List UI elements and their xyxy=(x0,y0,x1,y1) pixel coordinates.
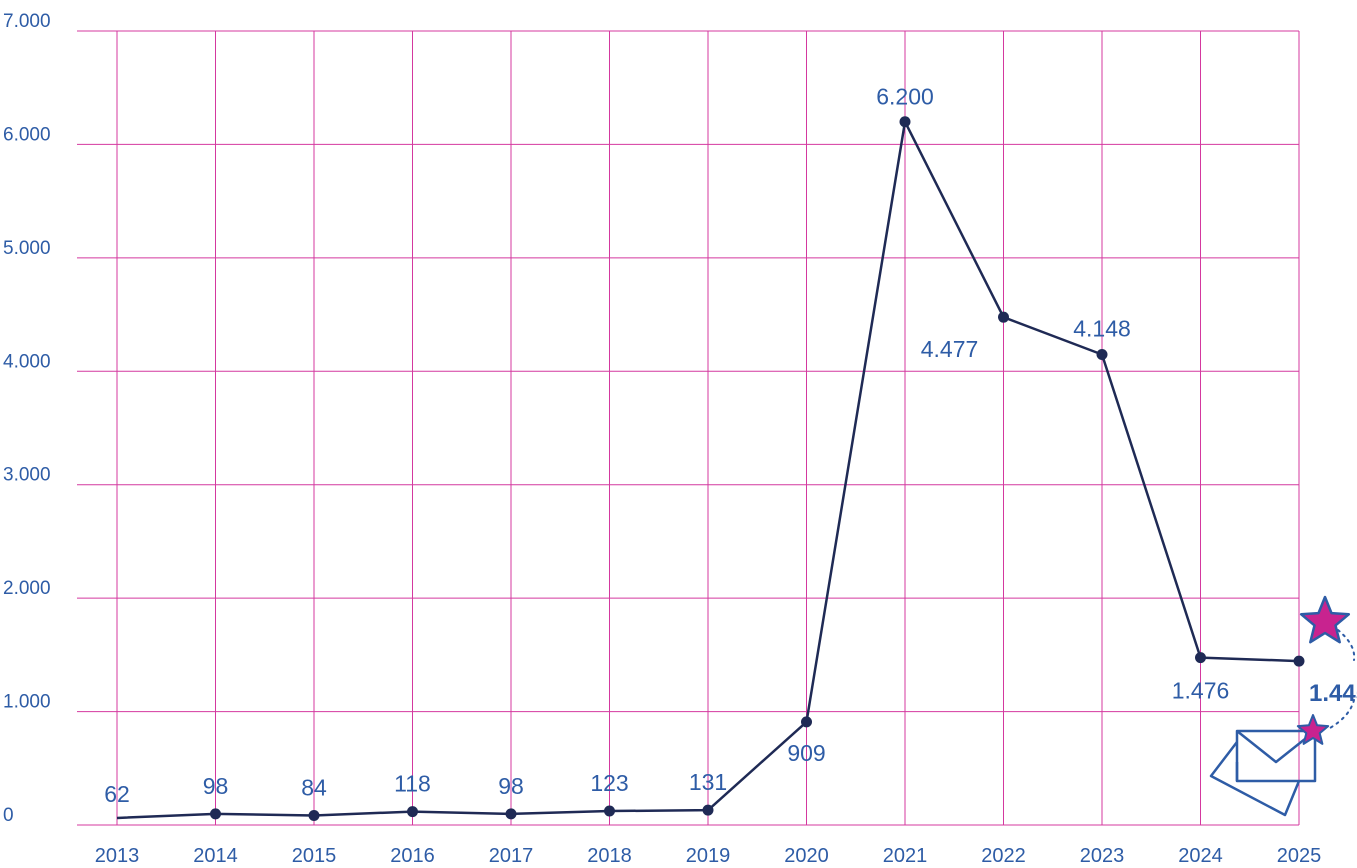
dotted-arc xyxy=(1337,629,1356,661)
y-axis-ticks: 0 1.000 2.000 3.000 4.000 5.000 6.000 7.000 xyxy=(3,11,51,826)
y-tick-label: 0 xyxy=(3,805,14,826)
x-tick-label: 2021 xyxy=(883,845,928,867)
x-tick-label: 2020 xyxy=(784,845,829,867)
data-point xyxy=(998,311,1009,323)
x-tick-label: 2013 xyxy=(95,845,140,867)
data-point xyxy=(308,809,320,821)
x-tick-label: 2024 xyxy=(1178,845,1223,867)
x-tick-label: 2014 xyxy=(193,845,238,867)
star-icon xyxy=(1299,595,1351,644)
data-label-highlight: 1.445 xyxy=(1309,680,1357,707)
data-points xyxy=(210,116,1305,821)
data-point xyxy=(604,805,615,817)
y-tick-label: 3.000 xyxy=(3,465,51,486)
data-label: 131 xyxy=(689,769,727,795)
x-tick-label: 2019 xyxy=(686,845,731,867)
data-point xyxy=(1195,652,1206,664)
x-tick-label: 2022 xyxy=(981,845,1026,867)
x-axis-ticks: 2013 2014 2015 2016 2017 2018 2019 2020 2021 2022… xyxy=(95,845,1322,867)
y-tick-label: 1.000 xyxy=(3,692,51,713)
data-label: 118 xyxy=(394,771,431,797)
data-label: 84 xyxy=(301,774,327,800)
data-label: 4.477 xyxy=(921,336,979,362)
data-point xyxy=(899,116,911,128)
decoration xyxy=(1209,595,1356,817)
data-point xyxy=(702,804,714,816)
y-tick-label: 4.000 xyxy=(3,351,51,372)
x-tick-label: 2016 xyxy=(390,845,435,867)
data-label: 98 xyxy=(203,773,229,799)
x-tick-label: 2018 xyxy=(587,845,632,867)
y-tick-label: 2.000 xyxy=(3,578,51,599)
x-tick-label: 2023 xyxy=(1080,845,1125,867)
data-point xyxy=(801,716,812,728)
data-point xyxy=(407,806,418,818)
data-point xyxy=(1293,655,1305,667)
data-label: 4.148 xyxy=(1073,315,1131,341)
data-label: 62 xyxy=(104,781,130,807)
x-tick-label: 2015 xyxy=(292,845,337,867)
data-point xyxy=(505,808,517,820)
data-label: 98 xyxy=(498,773,524,799)
data-labels: 62 98 84 118 98 123 131 909 6.200 4.477 4.148 1.476… xyxy=(104,84,1357,807)
data-point xyxy=(1096,348,1108,360)
data-label: 6.200 xyxy=(876,84,934,110)
data-point xyxy=(210,808,221,820)
envelope-icon xyxy=(1209,729,1317,817)
x-tick-label: 2025 xyxy=(1277,845,1322,867)
x-tick-label: 2017 xyxy=(489,845,534,867)
grid xyxy=(77,30,1300,826)
y-tick-label: 5.000 xyxy=(3,238,51,259)
data-label: 1.476 xyxy=(1172,678,1230,704)
data-label: 909 xyxy=(787,740,825,766)
star-icon xyxy=(1296,714,1330,745)
data-label: 123 xyxy=(590,770,628,796)
dotted-arc-lower xyxy=(1329,699,1355,729)
y-tick-label: 6.000 xyxy=(3,124,51,145)
y-tick-label: 7.000 xyxy=(3,11,51,32)
